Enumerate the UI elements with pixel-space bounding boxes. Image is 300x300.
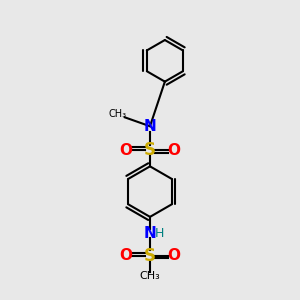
- Text: O: O: [167, 142, 180, 158]
- Text: O: O: [120, 248, 133, 263]
- Text: CH₃: CH₃: [140, 271, 160, 281]
- Text: S: S: [144, 141, 156, 159]
- Text: N: N: [144, 119, 156, 134]
- Text: S: S: [144, 247, 156, 265]
- Text: H: H: [155, 227, 164, 240]
- Text: O: O: [120, 142, 133, 158]
- Text: N: N: [144, 226, 156, 241]
- Text: CH₃: CH₃: [108, 109, 126, 119]
- Text: O: O: [167, 248, 180, 263]
